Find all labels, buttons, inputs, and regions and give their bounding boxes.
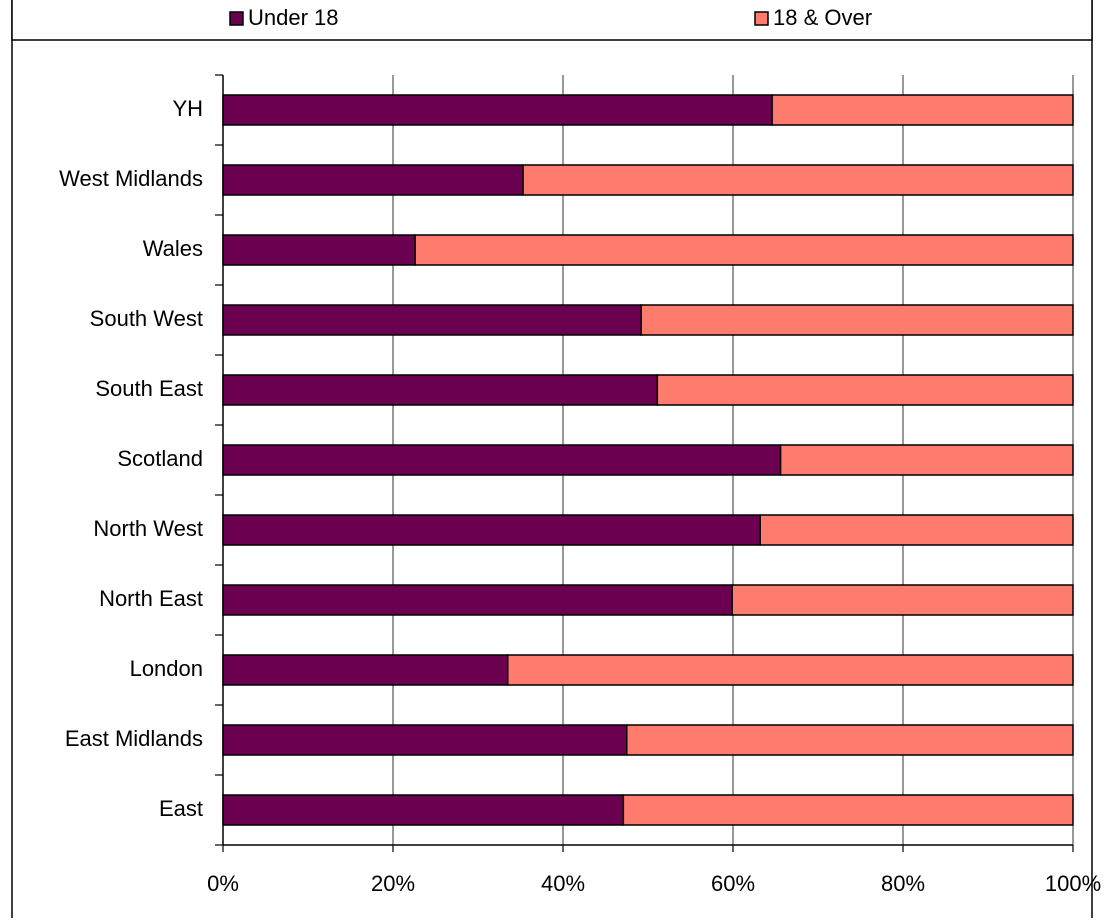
y-tick-label: London bbox=[130, 656, 203, 681]
bar-segment bbox=[222, 444, 782, 476]
y-tick-label: West Midlands bbox=[59, 166, 203, 191]
bar-segment bbox=[222, 654, 509, 686]
bar-segment bbox=[622, 794, 1074, 826]
legend-label: Under 18 bbox=[248, 5, 339, 30]
y-tick-label: YH bbox=[172, 96, 203, 121]
bar-segment bbox=[779, 444, 1074, 476]
legend-label: 18 & Over bbox=[773, 5, 872, 30]
x-tick-label: 60% bbox=[711, 871, 755, 896]
y-tick-label: Scotland bbox=[117, 446, 203, 471]
bar-segment bbox=[507, 654, 1074, 686]
legend-swatch bbox=[754, 11, 769, 26]
legend-box bbox=[11, 0, 1093, 41]
bar-segment bbox=[522, 164, 1074, 196]
legend-swatch bbox=[229, 11, 244, 26]
bar-segment bbox=[222, 164, 524, 196]
bar-segment bbox=[626, 724, 1074, 756]
bar-segment bbox=[222, 374, 659, 406]
y-tick-label: South East bbox=[95, 376, 203, 401]
y-tick-label: East bbox=[159, 796, 203, 821]
bar-segment bbox=[222, 304, 642, 336]
y-tick-label: North East bbox=[99, 586, 203, 611]
x-tick-label: 40% bbox=[541, 871, 585, 896]
bar-segment bbox=[656, 374, 1074, 406]
x-tick-label: 20% bbox=[371, 871, 415, 896]
x-tick-label: 80% bbox=[881, 871, 925, 896]
y-tick-label: North West bbox=[93, 516, 203, 541]
bar-segment bbox=[640, 304, 1074, 336]
bar-segment bbox=[222, 724, 628, 756]
y-tick-label: Wales bbox=[143, 236, 203, 261]
y-tick-label: East Midlands bbox=[65, 726, 203, 751]
x-tick-label: 0% bbox=[207, 871, 239, 896]
bar-segment bbox=[222, 514, 761, 546]
bar-segment bbox=[222, 234, 416, 266]
bar-segment bbox=[771, 94, 1074, 126]
x-tick-label: 100% bbox=[1045, 871, 1101, 896]
y-tick-label: South West bbox=[90, 306, 203, 331]
bar-segment bbox=[731, 584, 1074, 616]
bar-segment bbox=[759, 514, 1074, 546]
bar-segment bbox=[222, 584, 733, 616]
bar-segment bbox=[414, 234, 1074, 266]
bar-segment bbox=[222, 794, 625, 826]
bar-segment bbox=[222, 94, 773, 126]
